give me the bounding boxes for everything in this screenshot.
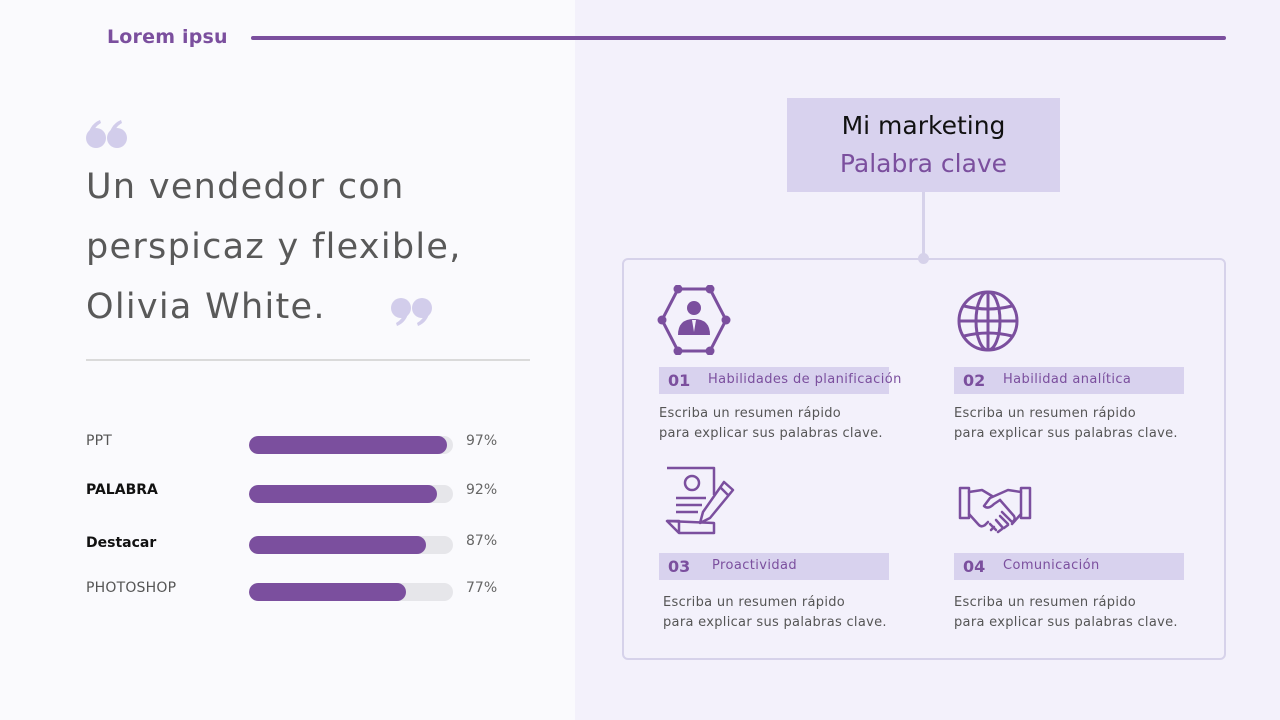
resume-document-icon: [665, 466, 735, 535]
desc-line: para explicar sus palabras clave.: [663, 615, 887, 630]
feature-band-02: 02 Habilidad analítica: [954, 367, 1184, 394]
keyword-box: Mi marketing Palabra clave: [787, 98, 1060, 192]
skill-track: [249, 536, 453, 554]
feature-band-01: 01 Habilidades de planificación: [659, 367, 901, 394]
feature-title: Comunicación: [1003, 558, 1100, 573]
skill-percent: 77%: [466, 580, 498, 596]
quote-text: Un vendedor con perspicaz y flexible, Ol…: [86, 157, 526, 337]
quote-line: Olivia White.: [86, 287, 326, 327]
quote-line: Un vendedor con: [86, 167, 405, 207]
skill-label: PHOTOSHOP: [86, 580, 177, 596]
desc-line: Escriba un resumen rápido: [954, 595, 1137, 610]
feature-description: Escriba un resumen rápido para explicar …: [663, 593, 887, 633]
feature-band-03: 03 Proactividad: [659, 553, 889, 580]
skill-row-photoshop: PHOTOSHOP 77%: [86, 577, 506, 601]
skill-row-palabra: PALABRA 92%: [86, 479, 506, 503]
feature-number: 04: [963, 557, 986, 576]
skill-fill: [249, 536, 427, 554]
keyword-title: Mi marketing: [841, 111, 1006, 140]
feature-description: Escriba un resumen rápido para explicar …: [954, 404, 1178, 444]
feature-description: Escriba un resumen rápido para explicar …: [659, 404, 883, 444]
quote-divider: [86, 359, 530, 361]
desc-line: Escriba un resumen rápido: [659, 406, 842, 421]
desc-line: Escriba un resumen rápido: [954, 406, 1137, 421]
skill-percent: 92%: [466, 482, 498, 498]
skill-fill: [249, 583, 407, 601]
keyword-subtitle: Palabra clave: [839, 149, 1008, 178]
skill-track: [249, 436, 453, 454]
skill-fill: [249, 436, 447, 454]
features-card: [622, 258, 1226, 660]
header-rule: [251, 36, 1226, 40]
close-quote-icon: [391, 298, 432, 326]
desc-line: para explicar sus palabras clave.: [954, 615, 1178, 630]
feature-description: Escriba un resumen rápido para explicar …: [954, 593, 1178, 633]
skill-fill: [249, 485, 437, 503]
desc-line: para explicar sus palabras clave.: [659, 426, 883, 441]
feature-title: Habilidades de planificación: [708, 372, 902, 387]
desc-line: Escriba un resumen rápido: [663, 595, 846, 610]
skill-track: [249, 583, 453, 601]
skill-track: [249, 485, 453, 503]
feature-number: 02: [963, 371, 986, 390]
brand-title: Lorem ipsu: [107, 26, 228, 48]
quote-line: perspicaz y flexible,: [86, 227, 462, 267]
connector-line: [922, 192, 925, 258]
globe-icon: [957, 290, 1019, 352]
feature-number: 03: [668, 557, 691, 576]
open-quote-icon: [86, 120, 127, 148]
feature-title: Habilidad analítica: [1003, 372, 1132, 387]
skill-row-ppt: PPT 97%: [86, 430, 506, 454]
skill-row-destacar: Destacar 87%: [86, 530, 506, 554]
skill-label: PALABRA: [86, 482, 158, 498]
feature-title: Proactividad: [712, 558, 798, 573]
skill-label: Destacar: [86, 535, 157, 551]
skill-percent: 87%: [466, 533, 498, 549]
user-network-icon: [657, 285, 731, 355]
desc-line: para explicar sus palabras clave.: [954, 426, 1178, 441]
handshake-icon: [958, 486, 1032, 534]
skill-label: PPT: [86, 433, 113, 449]
feature-band-04: 04 Comunicación: [954, 553, 1184, 580]
skill-percent: 97%: [466, 433, 498, 449]
feature-number: 01: [668, 371, 691, 390]
